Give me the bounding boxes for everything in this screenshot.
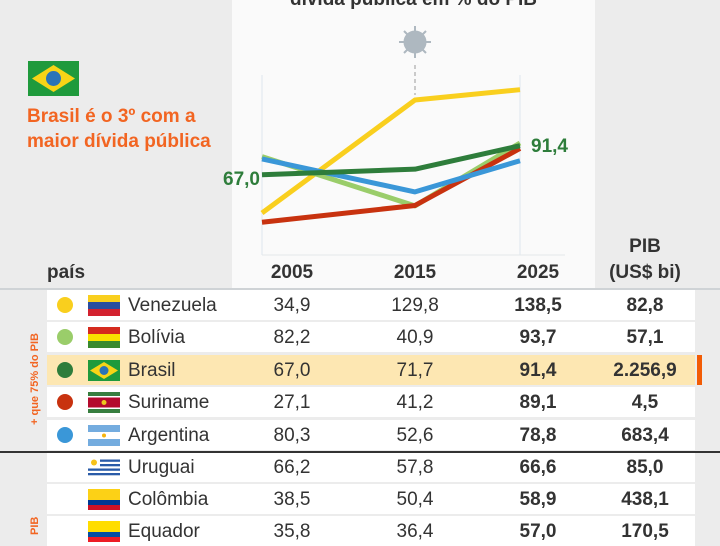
headline: Brasil é o 3º com a maior dívida pública	[27, 106, 211, 152]
flag-icon	[88, 521, 120, 542]
label-start: 67,0	[223, 169, 260, 190]
series-line-argentina	[261, 156, 521, 195]
value-2005: 80,3	[273, 425, 311, 446]
table-row: Equador 35,8 36,4 57,0 170,5	[47, 516, 695, 546]
country-name: Colômbia	[128, 489, 209, 510]
legend-dot	[57, 297, 73, 313]
value-2025: 138,5	[514, 295, 562, 316]
line-chart: 67,0 91,4	[223, 26, 568, 256]
value-2005: 34,9	[273, 295, 311, 316]
legend-dot	[57, 329, 73, 345]
value-2005: 35,8	[273, 521, 311, 542]
series-line-brasil	[261, 143, 521, 178]
legend-dot	[57, 362, 73, 378]
value-2005: 66,2	[273, 457, 311, 478]
value-2015: 57,8	[396, 457, 434, 478]
country-name: Equador	[128, 521, 200, 542]
country-name: Uruguai	[128, 457, 195, 478]
country-name: Brasil	[128, 360, 176, 381]
series-line-suriname	[261, 146, 522, 225]
table-row: Venezuela 34,9 129,8 138,5 82,8	[47, 290, 695, 320]
flag-icon	[88, 327, 120, 348]
value-2015: 36,4	[396, 521, 434, 542]
covid-icon	[399, 26, 431, 58]
header-rule	[0, 288, 720, 290]
table-row: Argentina 80,3 52,6 78,8 683,4	[47, 420, 695, 450]
flag-icon	[88, 425, 120, 446]
country-name: Suriname	[128, 392, 210, 413]
group-label-above: + que 75% do PIB	[29, 333, 41, 425]
value-pib: 170,5	[621, 521, 669, 542]
header-pib-unit: (US$ bi)	[609, 262, 681, 283]
chart-title: dívida pública em % do PIB	[232, 0, 595, 11]
value-2025: 66,6	[519, 457, 557, 478]
table-row: Colômbia 38,5 50,4 58,9 438,1	[47, 484, 695, 514]
group-divider	[0, 451, 720, 453]
table-row: Bolívia 82,2 40,9 93,7 57,1	[47, 322, 695, 352]
flag-icon	[88, 457, 120, 478]
value-pib: 4,5	[631, 392, 659, 413]
flag-icon	[88, 360, 120, 381]
header-2005: 2005	[270, 262, 314, 283]
header-2015: 2015	[393, 262, 437, 283]
value-pib: 438,1	[621, 489, 669, 510]
value-2005: 82,2	[273, 327, 311, 348]
value-2015: 129,8	[391, 295, 439, 316]
header-pib: PIB	[629, 236, 661, 257]
value-pib: 82,8	[626, 295, 664, 316]
value-2015: 41,2	[396, 392, 434, 413]
table-row: Suriname 27,1 41,2 89,1 4,5	[47, 387, 695, 417]
country-name: Venezuela	[128, 295, 217, 316]
country-name: Argentina	[128, 425, 210, 446]
series-line-venezuela	[260, 87, 521, 215]
legend-dot	[57, 427, 73, 443]
brazil-flag-large	[28, 61, 79, 96]
table-row: Brasil 67,0 71,7 91,4 2.256,9	[47, 355, 695, 385]
value-2025: 57,0	[519, 521, 557, 542]
label-end: 91,4	[531, 136, 568, 157]
value-2025: 89,1	[519, 392, 557, 413]
header-2025: 2025	[516, 262, 560, 283]
value-2025: 93,7	[519, 327, 557, 348]
value-2025: 58,9	[519, 489, 557, 510]
group-label-below: PIB	[29, 516, 41, 535]
value-2005: 38,5	[273, 489, 311, 510]
value-pib: 683,4	[621, 425, 669, 446]
flag-icon	[88, 489, 120, 510]
highlight-marker	[697, 355, 702, 385]
table-row: Uruguai 66,2 57,8 66,6 85,0	[47, 452, 695, 482]
flag-icon	[88, 392, 120, 413]
flag-icon	[88, 295, 120, 316]
value-pib: 85,0	[626, 457, 664, 478]
header-country: país	[47, 262, 86, 283]
value-2005: 67,0	[273, 360, 311, 381]
value-pib: 2.256,9	[613, 360, 677, 381]
value-2015: 52,6	[396, 425, 434, 446]
value-2005: 27,1	[273, 392, 311, 413]
value-2015: 50,4	[396, 489, 434, 510]
value-2025: 91,4	[519, 360, 557, 381]
value-2015: 40,9	[396, 327, 434, 348]
value-pib: 57,1	[626, 327, 664, 348]
value-2025: 78,8	[519, 425, 557, 446]
legend-dot	[57, 394, 73, 410]
value-2015: 71,7	[396, 360, 434, 381]
country-name: Bolívia	[128, 327, 186, 348]
